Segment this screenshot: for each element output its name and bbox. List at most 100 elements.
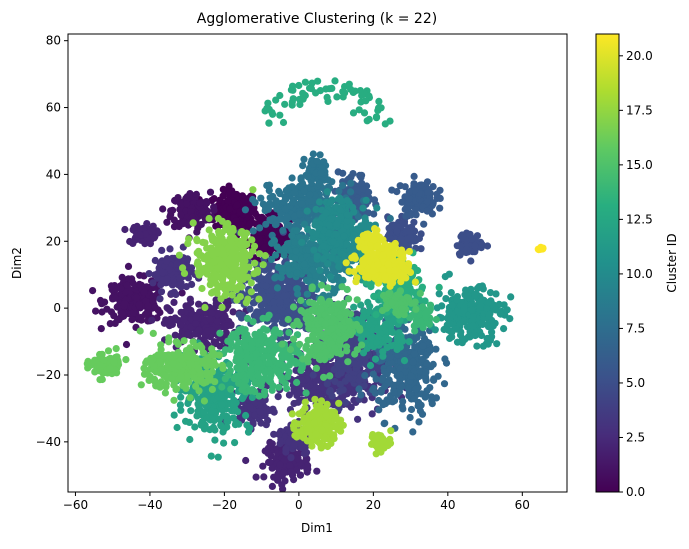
data-point xyxy=(223,322,231,330)
cluster-1 xyxy=(89,262,186,349)
data-point xyxy=(274,393,282,401)
data-point xyxy=(432,345,440,353)
data-point xyxy=(166,316,174,324)
data-point xyxy=(184,303,192,311)
data-point xyxy=(297,176,305,184)
data-point xyxy=(290,399,298,408)
data-point xyxy=(453,296,461,304)
data-point xyxy=(448,301,456,309)
data-point xyxy=(347,188,355,196)
data-point xyxy=(434,372,442,380)
data-point xyxy=(282,186,290,195)
chart-title: Agglomerative Clustering (k = 22) xyxy=(197,11,437,27)
data-point xyxy=(390,388,398,396)
data-point xyxy=(406,228,414,236)
data-point xyxy=(303,207,311,215)
data-point xyxy=(191,423,199,431)
data-point xyxy=(295,81,303,90)
data-point xyxy=(319,242,327,250)
data-point xyxy=(304,173,312,181)
data-point xyxy=(150,234,158,242)
data-point xyxy=(299,162,307,170)
data-point xyxy=(469,313,477,321)
data-point xyxy=(357,301,365,309)
data-point xyxy=(357,391,365,399)
data-point xyxy=(302,448,311,456)
data-point xyxy=(360,109,369,117)
data-point xyxy=(362,97,370,105)
data-point xyxy=(361,330,369,338)
data-point xyxy=(285,265,293,274)
data-point xyxy=(293,466,301,474)
data-point xyxy=(477,331,486,340)
data-point xyxy=(185,418,193,426)
data-point xyxy=(355,106,363,114)
data-point xyxy=(309,150,317,158)
data-point xyxy=(246,403,254,411)
data-point xyxy=(316,180,324,189)
data-point xyxy=(397,235,405,243)
data-point xyxy=(272,251,280,259)
data-point xyxy=(159,205,167,213)
data-point xyxy=(140,288,148,296)
data-point xyxy=(493,340,501,348)
data-point xyxy=(148,316,156,324)
data-point xyxy=(277,237,285,245)
data-point xyxy=(300,220,309,228)
data-point xyxy=(312,272,320,280)
data-point xyxy=(218,383,226,391)
data-point xyxy=(192,319,200,327)
data-point xyxy=(231,439,239,447)
data-point xyxy=(358,179,366,187)
data-point xyxy=(252,310,260,318)
data-point xyxy=(396,371,404,379)
data-point xyxy=(328,254,336,262)
data-point xyxy=(333,93,341,101)
data-point xyxy=(478,240,486,249)
data-point xyxy=(260,473,268,481)
data-point xyxy=(321,366,329,374)
data-point xyxy=(405,195,413,203)
data-point xyxy=(169,206,177,214)
data-point xyxy=(218,401,226,409)
data-point xyxy=(360,307,368,315)
data-point xyxy=(107,282,115,290)
data-point xyxy=(270,236,278,244)
data-point xyxy=(349,203,357,212)
data-point xyxy=(415,418,423,426)
data-point xyxy=(326,386,334,395)
data-point xyxy=(422,391,430,400)
data-point xyxy=(207,452,215,460)
data-point xyxy=(412,385,420,393)
data-point xyxy=(273,243,281,251)
data-point xyxy=(118,309,127,318)
data-point xyxy=(426,346,434,354)
data-point xyxy=(285,221,293,229)
data-point xyxy=(375,406,383,414)
data-point xyxy=(460,304,468,312)
data-point xyxy=(374,324,382,332)
data-point xyxy=(323,188,331,196)
data-point xyxy=(332,230,340,238)
data-point xyxy=(290,212,299,220)
data-point xyxy=(294,455,302,463)
data-point xyxy=(436,194,444,202)
data-point xyxy=(300,187,308,195)
data-point xyxy=(296,471,304,479)
data-point xyxy=(242,411,250,420)
data-point xyxy=(485,310,493,319)
data-point xyxy=(391,222,399,230)
data-point xyxy=(486,289,495,297)
data-point xyxy=(265,119,273,127)
data-point xyxy=(124,262,133,270)
data-point xyxy=(288,183,296,191)
data-point xyxy=(298,200,306,208)
data-point xyxy=(182,283,190,291)
data-point xyxy=(484,299,492,307)
data-point xyxy=(469,322,477,330)
data-point xyxy=(238,395,246,403)
data-point xyxy=(322,267,330,275)
data-point xyxy=(318,274,326,282)
data-point xyxy=(293,269,301,277)
